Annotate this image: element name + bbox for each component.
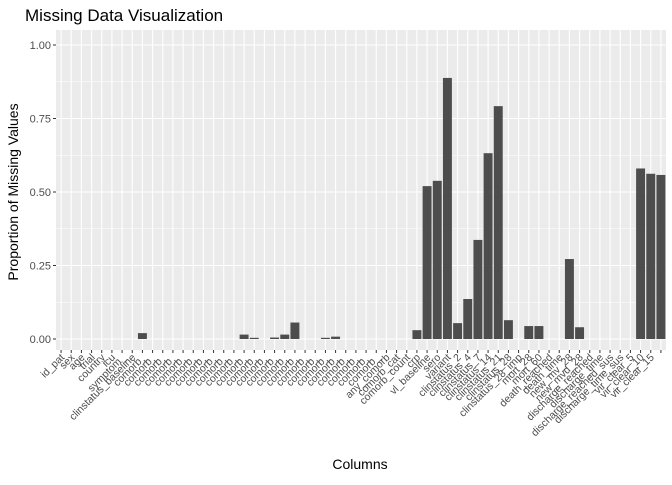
bar (280, 334, 290, 339)
y-axis: 0.00 0.25 0.50 0.75 1.00 (30, 40, 56, 346)
y-tick-label: 0.00 (30, 334, 51, 346)
bar (442, 77, 452, 339)
bar (432, 180, 442, 339)
bar (412, 330, 422, 339)
bar (636, 168, 646, 339)
bar (473, 239, 483, 339)
x-axis-title: Columns (332, 456, 387, 472)
bar (656, 174, 666, 339)
chart-title: Missing Data Visualization (25, 6, 223, 25)
bar (290, 322, 300, 339)
x-axis: id_patsexagetrialcountryicusymptom_clins… (38, 350, 662, 439)
bar (331, 336, 341, 339)
y-tick-label: 0.25 (30, 261, 51, 273)
bar (422, 186, 432, 339)
y-axis-title: Proportion of Missing Values (5, 103, 21, 280)
bar (534, 326, 544, 339)
bar (137, 333, 147, 339)
y-tick-label: 0.75 (30, 114, 51, 126)
bar (249, 337, 259, 339)
bar (575, 327, 585, 339)
bar (493, 106, 503, 339)
bar (564, 259, 574, 339)
bar (503, 320, 513, 339)
bar (453, 323, 463, 339)
bar (483, 153, 493, 339)
plot-panel (56, 30, 666, 350)
bar (320, 337, 330, 339)
bar (463, 299, 473, 339)
y-tick-label: 1.00 (30, 40, 51, 52)
panel-background (56, 30, 666, 350)
bar (270, 337, 280, 339)
y-tick-label: 0.50 (30, 187, 51, 199)
bar (646, 173, 656, 339)
bar (524, 326, 534, 339)
bar (239, 334, 249, 339)
